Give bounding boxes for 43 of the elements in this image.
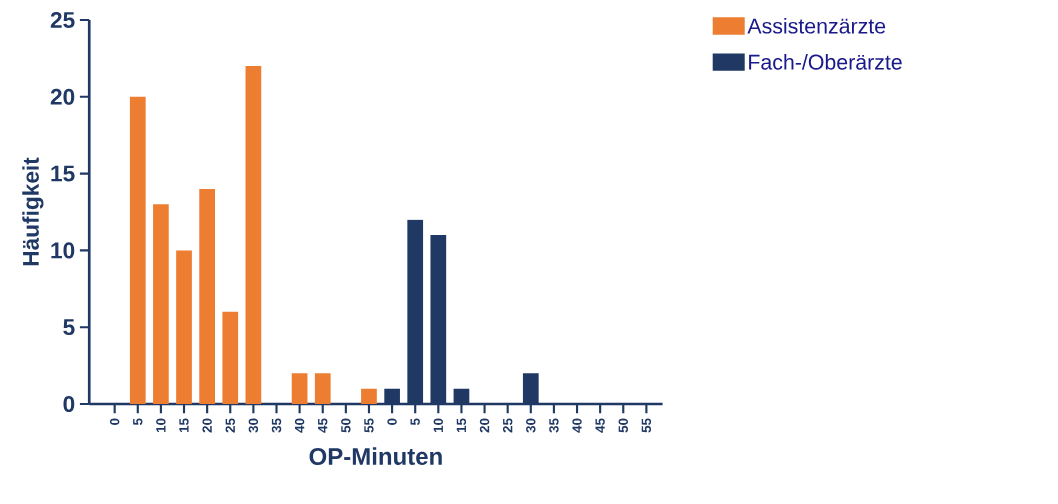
legend-label: Fach-/Oberärzte	[749, 54, 902, 70]
bar	[199, 188, 215, 404]
legend-label: Assistenzärzte	[747, 17, 886, 34]
bar	[291, 373, 308, 404]
y-tick-label: 0	[63, 395, 75, 413]
x-tick-label: 25	[225, 418, 235, 433]
y-tick-label: 20	[50, 88, 75, 105]
x-tick-label: 30	[526, 418, 536, 433]
x-tick-label: 15	[179, 418, 189, 433]
x-tick-label: 20	[479, 418, 490, 433]
bar	[153, 204, 169, 404]
x-tick-label: 5	[133, 418, 143, 426]
bar	[361, 388, 377, 404]
x-tick-label: 35	[549, 418, 559, 433]
y-tick-label: 5	[63, 319, 75, 336]
y-tick-label: 25	[50, 11, 75, 29]
x-tick-label: 0	[387, 418, 397, 425]
x-tick-label: 45	[318, 418, 328, 433]
y-tick-label: 15	[51, 165, 75, 182]
x-tick-label: 50	[618, 418, 628, 433]
x-tick-label: 55	[641, 418, 652, 433]
bar	[245, 66, 262, 404]
x-tick-label: 55	[364, 418, 374, 433]
bar	[176, 250, 192, 404]
x-tick-label: 0	[109, 418, 120, 425]
x-tick-label: 50	[341, 418, 351, 433]
x-tick-label: 25	[502, 418, 513, 433]
x-tick-label: 40	[294, 418, 305, 433]
x-tick-label: 10	[156, 418, 166, 433]
y-axis-title: Häufigkeit	[22, 157, 44, 266]
x-tick-label: 5	[410, 418, 420, 426]
bar	[314, 373, 331, 404]
x-tick-label: 40	[572, 418, 582, 433]
x-axis-title: OP-Minuten	[309, 447, 442, 465]
x-tick-label: 15	[456, 418, 467, 433]
bar	[222, 311, 239, 404]
x-tick-label: 45	[595, 418, 605, 433]
x-tick-label: 35	[271, 418, 282, 433]
bar	[129, 96, 146, 404]
x-tick-label: 10	[433, 418, 444, 433]
x-tick-label: 20	[202, 418, 212, 433]
x-tick-label: 30	[248, 418, 259, 433]
y-tick-label: 10	[51, 242, 75, 259]
